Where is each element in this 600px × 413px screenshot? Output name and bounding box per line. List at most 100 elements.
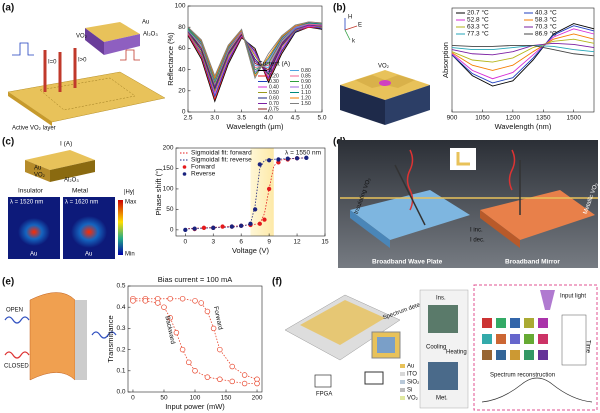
label: I (A) [60,141,72,148]
data-point [155,300,161,306]
plot-frame [451,7,595,113]
panel-label: (c) [2,137,14,148]
series-line [451,33,595,71]
x-tick-label: 2.5 [183,115,192,122]
label: |Hy| [124,190,135,196]
label: I inc. [470,228,483,234]
x-tick-label: 3.0 [210,115,219,122]
data-point [220,224,225,229]
x-tick-label: 100 [190,395,201,402]
y-tick-label: 100 [163,186,174,193]
legend-label: 0.20 [269,73,279,79]
series-line [185,157,307,230]
x-axis-label: Wavelength (nm) [495,122,552,131]
x-tick-label: 3.5 [237,115,246,122]
x-tick-label: 12 [293,239,301,246]
y-tick-label: 0 [170,227,174,234]
panel-label: (b) [333,3,346,14]
label: Broadband Mirror [505,259,560,266]
data-point [201,225,207,230]
series-label: Backward [163,315,176,345]
data-point [294,156,300,161]
series-line [451,23,595,87]
x-tick-label: 6 [239,239,243,246]
legend-label: Sigmoidal fit: forward [191,150,252,157]
y-tick-label: 0.3 [116,325,125,332]
chart: 2.5 3.0 3.5 4.0 4.5 5.0 0 20 40 60 80 100 Current (A… [166,3,327,131]
y-tick-label: 0.0 [116,389,125,396]
series-line [132,298,258,380]
annotation: λ = 1550 nm [285,150,321,157]
label: Broadband Wave Plate [372,259,443,266]
legend-label: 0.80 [301,68,311,74]
y-tick-label: 0.2 [116,346,125,353]
data-point [239,223,244,228]
y-tick-label: 0 [182,109,186,116]
legend-label: Forward [191,164,215,171]
data-point [229,363,235,370]
y-tick-label: 150 [163,165,174,172]
series-line [451,42,595,56]
x-tick-label: 1050 [475,115,490,122]
data-point [241,372,248,378]
x-tick-label: 150 [221,395,232,402]
label: Metal [72,188,88,195]
label: k [352,39,356,45]
x-axis-label: Input power (mW) [165,402,225,411]
legend-label: 40.3 °C [535,9,557,17]
label: FPGA [316,392,332,398]
x-tick-label: 4.5 [291,115,300,122]
data-point [304,155,309,160]
y-tick-label: 40 [178,66,186,73]
legend-label: 0.40 [269,84,279,90]
device-c: I (A) Au VO₂ Al₂O₃ Insulator Metal λ = 1… [8,141,136,259]
data-point [204,308,211,315]
legend-label: 0.60 [269,95,279,101]
label: Min [125,252,135,258]
data-point [262,217,267,222]
legend-label: 1.50 [301,101,311,107]
device-e: OPEN CLOSED [4,292,117,381]
plot-frame [187,5,323,113]
label: Max [125,200,136,206]
x-tick-label: 5.0 [317,115,326,122]
legend-label: 77.3 °C [467,30,489,38]
device-a: Au Al₂O₃ VO₂ I=0 I>0 Active VO₂ layer [7,20,166,132]
x-tick-label: 200 [252,395,263,402]
plot-frame [175,147,326,237]
label: CLOSED [4,364,29,370]
legend-label: 0.30 [269,79,279,85]
device-d: Insulating VO₂ Metallic VO₂ Broadband Wa… [338,140,600,268]
data-point [198,300,204,306]
label: OPEN [6,308,23,314]
label: Spectrum reconstruction [490,373,555,379]
data-point [192,226,197,231]
data-point [192,298,198,304]
x-tick-label: 50 [160,395,168,402]
y-tick-label: 0.5 [116,283,125,290]
highlight-band [250,148,274,236]
label: I>0 [78,58,87,64]
legend-title: Current (A) [258,61,290,68]
data-point [167,295,173,302]
label: Ins. [436,296,446,302]
legend-label: 1.20 [301,95,311,101]
label: VO₂ [34,173,46,179]
label: Au [85,252,92,258]
x-tick-label: 9 [267,239,271,246]
data-point [167,315,173,321]
label: VO₂ [378,64,390,70]
device-f: FPGA Spectrum detection Ins. Met. Coolin… [284,284,598,411]
chart-title: Bias current = 100 mA [158,275,232,284]
legend-label: 0.85 [301,73,311,79]
legend-label: Reverse [191,171,216,178]
y-tick-label: 0.1 [116,368,125,375]
x-axis-label: Wavelength (μm) [227,122,284,131]
legend-label: 0.75 [269,106,279,112]
label: Insulator [18,188,44,195]
data-point [161,304,167,310]
legend-label: 63.3 °C [467,23,489,31]
chart: 900 1050 1200 1350 1500 20.7 °C 40.3 °C 52.8 °C… [441,7,595,131]
legend-label: Si [407,388,412,394]
